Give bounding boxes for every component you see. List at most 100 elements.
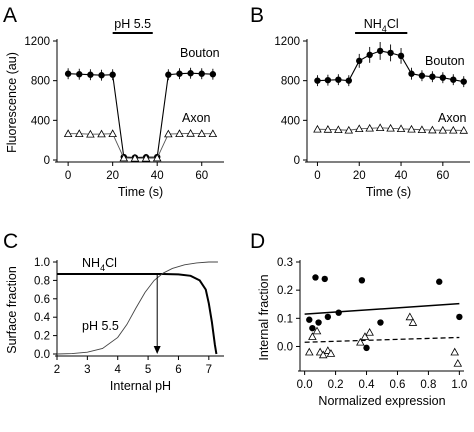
data-point xyxy=(186,128,195,137)
data-point xyxy=(407,124,416,133)
data-point xyxy=(175,129,184,138)
data-point xyxy=(387,49,394,57)
data-point xyxy=(141,153,151,162)
scatter-point xyxy=(450,347,459,356)
data-point xyxy=(375,123,385,132)
x-tick-label: 1.0 xyxy=(451,379,467,391)
scatter-point xyxy=(360,332,370,340)
series-label-bouton: Bouton xyxy=(425,54,465,68)
y-tick-label: 0 xyxy=(44,155,50,167)
y-tick-label: 0.0 xyxy=(277,341,293,353)
data-point xyxy=(428,125,437,134)
series-label-axon: Axon xyxy=(438,111,467,125)
data-point xyxy=(460,78,467,85)
x-axis-label: Time (s) xyxy=(366,185,411,199)
panel-d-chart: 0.0 0.1 0.2 0.3 0.0 0.2 0.4 0.6 0.8 1.0 Normalized… xyxy=(257,257,467,408)
data-point xyxy=(164,129,173,138)
scatter-point xyxy=(308,332,317,340)
scatter-point xyxy=(356,337,365,346)
x-tick-label: 0 xyxy=(65,170,71,182)
data-point xyxy=(109,71,116,78)
data-point xyxy=(386,123,395,132)
x-tick-label: 20 xyxy=(106,170,119,182)
data-point xyxy=(198,70,205,77)
panel-a-chart: 0 400 800 1200 0 20 40 60 Time (s) Fluorescence (… xyxy=(5,17,224,199)
data-point xyxy=(98,72,105,79)
scatter-point xyxy=(365,327,374,336)
panel-letter-b: B xyxy=(250,4,264,27)
data-point xyxy=(208,129,218,138)
x-tick-label: 0.6 xyxy=(389,379,405,391)
x-tick-label: 0.0 xyxy=(297,379,313,391)
y-tick-label: 0.2 xyxy=(34,331,50,343)
panel-letter-c: C xyxy=(3,230,18,253)
data-point xyxy=(86,129,95,138)
data-point xyxy=(439,74,447,81)
y-tick-label: 800 xyxy=(31,76,50,88)
scatter-point xyxy=(405,312,415,321)
data-point xyxy=(209,71,217,78)
x-tick-label: 60 xyxy=(195,170,208,182)
data-point xyxy=(366,51,373,59)
scatter-point xyxy=(363,344,370,352)
x-tick-label: 5 xyxy=(145,364,151,376)
data-point xyxy=(459,126,469,134)
scatter-point xyxy=(456,313,463,321)
y-axis-label: Internal fraction xyxy=(257,274,271,360)
scatter-point xyxy=(408,318,418,326)
x-axis-label: Internal pH xyxy=(110,379,171,393)
data-point xyxy=(418,72,426,79)
curve-nh4cl xyxy=(57,272,218,355)
x-tick-label: 0.8 xyxy=(420,379,436,391)
y-axis-label: Fluorescence (au) xyxy=(5,52,19,153)
data-point xyxy=(397,52,405,60)
y-tick-label: 0.0 xyxy=(34,349,50,361)
x-tick-label: 4 xyxy=(115,364,122,376)
fit-line-bouton xyxy=(304,302,460,315)
y-tick-label: 0.8 xyxy=(34,275,50,287)
scatter-point xyxy=(377,319,384,326)
series-label-axon: Axon xyxy=(182,111,211,125)
data-point xyxy=(429,73,436,80)
y-tick-label: 1200 xyxy=(24,36,50,48)
y-tick-label: 0.2 xyxy=(277,285,293,297)
data-point xyxy=(97,129,106,138)
data-point xyxy=(119,153,129,162)
scatter-point xyxy=(312,326,322,335)
x-axis-label: Normalized expression xyxy=(318,394,445,408)
data-point xyxy=(450,76,457,83)
panel-c-chart: 0.0 0.2 0.4 0.6 0.8 1.0 2 3 4 5 6 7 Internal pH Surfa… xyxy=(5,256,224,393)
y-tick-label: 0.6 xyxy=(34,294,50,306)
x-tick-label: 0.2 xyxy=(328,379,344,391)
panel-b-chart: 0 400 800 1200 0 20 40 60 Time (s) NH4Cl Bouton Axo… xyxy=(274,17,470,199)
data-point xyxy=(408,70,415,77)
data-point xyxy=(63,129,73,138)
arrow-head xyxy=(153,346,161,354)
data-point xyxy=(417,125,427,134)
scatter-point xyxy=(453,358,463,367)
data-point xyxy=(108,129,117,138)
data-point xyxy=(344,125,354,134)
scatter-point xyxy=(305,347,314,356)
data-point xyxy=(396,124,406,133)
stimulus-label: NH4Cl xyxy=(364,17,399,34)
data-point xyxy=(74,129,84,138)
data-point xyxy=(314,77,321,84)
y-tick-label: 400 xyxy=(31,115,50,127)
scatter-point xyxy=(315,319,322,326)
data-point xyxy=(323,125,333,133)
data-point xyxy=(449,125,458,134)
fit-line-axon xyxy=(304,336,460,343)
y-tick-label: 0 xyxy=(294,155,300,167)
x-tick-label: 3 xyxy=(84,364,90,376)
series-label-bouton: Bouton xyxy=(180,46,220,60)
curve-label-ph55: pH 5.5 xyxy=(82,319,119,333)
x-tick-label: 0 xyxy=(314,170,320,182)
x-tick-label: 40 xyxy=(151,170,164,182)
scatter-point xyxy=(309,324,316,332)
data-point xyxy=(334,125,343,134)
y-tick-label: 800 xyxy=(281,76,300,88)
data-point xyxy=(76,71,83,78)
scatter-point xyxy=(436,278,443,285)
